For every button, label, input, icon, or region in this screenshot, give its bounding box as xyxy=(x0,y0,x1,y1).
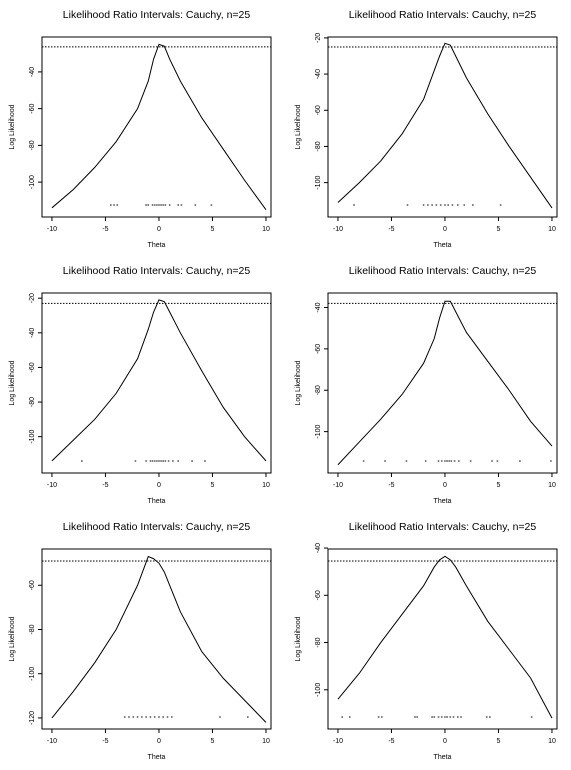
plot-frame xyxy=(41,36,272,218)
y-tick-label: -60 xyxy=(29,362,36,372)
plot-frame xyxy=(327,292,558,474)
y-axis-label: Log Likelihood xyxy=(295,104,302,149)
x-axis-label: Theta xyxy=(434,242,452,249)
y-tick-label: -60 xyxy=(29,580,36,590)
likelihood-curve xyxy=(337,42,553,209)
x-tick-label: 0 xyxy=(443,482,447,489)
y-tick-label: -40 xyxy=(29,67,36,77)
x-tick-label: 10 xyxy=(262,226,270,233)
y-tick-label: -100 xyxy=(29,430,36,444)
y-tick-label: -60 xyxy=(315,344,322,354)
x-tick-label: 10 xyxy=(548,226,556,233)
y-tick-label: -60 xyxy=(29,103,36,113)
x-tick-label: 10 xyxy=(262,738,270,745)
plot-frame xyxy=(41,292,272,474)
chart-title: Likelihood Ratio Intervals: Cauchy, n=25 xyxy=(63,265,251,277)
x-tick-label: -5 xyxy=(388,738,394,745)
y-tick-label: -40 xyxy=(315,69,322,79)
y-tick-label: -100 xyxy=(29,175,36,189)
chart-title: Likelihood Ratio Intervals: Cauchy, n=25 xyxy=(63,521,251,533)
y-tick-label: -40 xyxy=(29,328,36,338)
chart-title: Likelihood Ratio Intervals: Cauchy, n=25 xyxy=(349,265,537,277)
x-tick-label: -5 xyxy=(102,738,108,745)
likelihood-curve xyxy=(51,299,267,462)
y-tick-label: -60 xyxy=(315,590,322,600)
x-tick-label: 5 xyxy=(497,226,501,233)
plot-frame xyxy=(327,36,558,218)
y-tick-label: -40 xyxy=(315,302,322,312)
chart-title: Likelihood Ratio Intervals: Cauchy, n=25 xyxy=(349,9,537,21)
plot-frame xyxy=(41,548,272,730)
likelihood-curve xyxy=(337,300,553,466)
y-tick-label: -80 xyxy=(315,385,322,395)
likelihood-curve xyxy=(51,43,267,210)
chart-title: Likelihood Ratio Intervals: Cauchy, n=25 xyxy=(63,9,251,21)
y-axis-label: Log Likelihood xyxy=(9,104,16,149)
x-tick-label: -5 xyxy=(388,482,394,489)
y-tick-label: -20 xyxy=(29,293,36,303)
x-tick-label: 5 xyxy=(211,226,215,233)
y-tick-label: -20 xyxy=(315,33,322,43)
x-tick-label: -10 xyxy=(333,738,343,745)
x-tick-label: -5 xyxy=(102,482,108,489)
x-tick-label: 0 xyxy=(157,738,161,745)
x-tick-label: 0 xyxy=(443,226,447,233)
y-tick-label: -100 xyxy=(315,683,322,697)
y-tick-label: -80 xyxy=(29,397,36,407)
y-axis-label: Log Likelihood xyxy=(9,616,16,661)
chart-title: Likelihood Ratio Intervals: Cauchy, n=25 xyxy=(349,521,537,533)
y-tick-label: -80 xyxy=(315,637,322,647)
x-tick-label: 10 xyxy=(548,482,556,489)
x-tick-label: -10 xyxy=(47,226,57,233)
x-axis-label: Theta xyxy=(148,242,166,249)
y-tick-label: -40 xyxy=(315,543,322,553)
x-tick-label: 5 xyxy=(211,738,215,745)
x-tick-label: 5 xyxy=(497,482,501,489)
y-tick-label: -100 xyxy=(315,176,322,190)
x-tick-label: -5 xyxy=(102,226,108,233)
likelihood-curve xyxy=(51,555,267,723)
x-tick-label: -5 xyxy=(388,226,394,233)
y-tick-label: -80 xyxy=(29,624,36,634)
y-tick-label: -80 xyxy=(29,140,36,150)
x-tick-label: 10 xyxy=(548,738,556,745)
x-tick-label: -10 xyxy=(333,226,343,233)
y-tick-label: -120 xyxy=(29,711,36,725)
x-tick-label: 0 xyxy=(157,226,161,233)
x-tick-label: -10 xyxy=(333,482,343,489)
x-axis-label: Theta xyxy=(434,498,452,505)
x-axis-label: Theta xyxy=(148,754,166,761)
x-axis-label: Theta xyxy=(148,498,166,505)
y-tick-label: -100 xyxy=(29,667,36,681)
x-tick-label: -10 xyxy=(47,738,57,745)
x-tick-label: 0 xyxy=(157,482,161,489)
y-tick-label: -100 xyxy=(315,425,322,439)
x-tick-label: -10 xyxy=(47,482,57,489)
likelihood-curve xyxy=(337,555,553,719)
y-axis-label: Log Likelihood xyxy=(9,360,16,405)
y-tick-label: -80 xyxy=(315,141,322,151)
x-tick-label: 0 xyxy=(443,738,447,745)
x-tick-label: 5 xyxy=(211,482,215,489)
y-axis-label: Log Likelihood xyxy=(295,616,302,661)
x-tick-label: 5 xyxy=(497,738,501,745)
x-axis-label: Theta xyxy=(434,754,452,761)
x-tick-label: 10 xyxy=(262,482,270,489)
y-tick-label: -60 xyxy=(315,105,322,115)
plot-frame xyxy=(327,548,558,730)
y-axis-label: Log Likelihood xyxy=(295,360,302,405)
